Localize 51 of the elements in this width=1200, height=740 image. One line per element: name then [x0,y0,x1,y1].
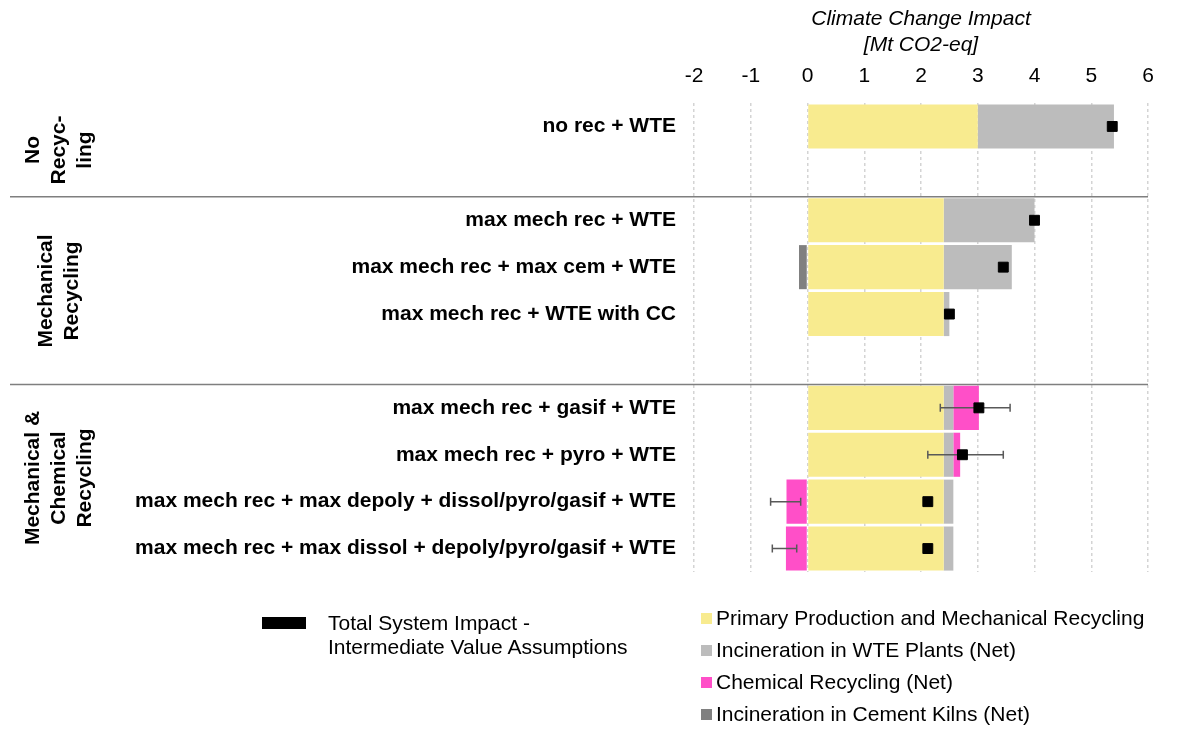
point [973,402,985,414]
y-tick-label: no rec + WTE [542,113,676,137]
bar [808,385,944,430]
bar [808,198,944,243]
x-tick-label: 6 [1142,63,1154,87]
bar [808,526,944,571]
y-tick-label: max mech rec + gasif + WTE [392,394,676,418]
legend-label: Primary Production and Mechanical Recycling [716,606,1145,630]
x-tick-label: 4 [1028,63,1041,87]
x-tick-label: 1 [858,63,871,87]
y-tick-label: max mech rec + WTE [465,207,676,231]
point [922,543,934,554]
point [943,308,955,320]
y-tick-label: max mech rec + WTE with CC [381,300,676,324]
text: Mechanical & Chemical Recycling [19,411,96,546]
bar [943,198,1035,243]
bar [785,526,807,571]
bar [808,479,944,524]
bar [943,479,954,524]
point [1106,121,1118,132]
bar [798,245,807,290]
bar [808,432,944,477]
legend-label: Incineration in Cement Kilns (Net) [716,702,1030,726]
x-tick-label: -1 [741,63,761,87]
bar [943,526,954,571]
bar [786,479,807,524]
legend-label: Chemical Recycling (Net) [716,670,953,694]
bar [953,385,979,430]
bar [977,104,1114,149]
point [922,496,934,508]
x-tick-label: 2 [915,63,927,87]
legend-label: Incineration in WTE Plants (Net) [716,638,1016,662]
x-axis-title: Climate Change Impact [Mt CO2-eq] [811,6,1032,55]
y-tick-label: max mech rec + max dissol + depoly/pyro/gasif + WTE [135,535,676,559]
x-tick-label: 3 [971,63,984,87]
x-tick-label: -2 [684,63,704,87]
text: Mechanical Recycling [32,233,83,348]
point [1029,214,1040,226]
legend-label: Total System Impact - Intermediate Value Assumptions [328,611,629,659]
x-tick-label: 0 [801,63,814,87]
bar [808,245,944,290]
point [997,261,1009,273]
y-tick-label: max mech rec + pyro + WTE [395,441,676,465]
text: No Recyc- ling [19,115,96,185]
x-tick-label: 5 [1085,63,1098,87]
y-tick-label: max mech rec + max cem + WTE [351,253,676,277]
y-tick-label: max mech rec + max depoly + dissol/pyro/gasif + WTE [135,488,676,512]
bar [808,104,978,149]
point [956,449,968,461]
bar [943,245,1012,290]
bar [808,292,944,337]
